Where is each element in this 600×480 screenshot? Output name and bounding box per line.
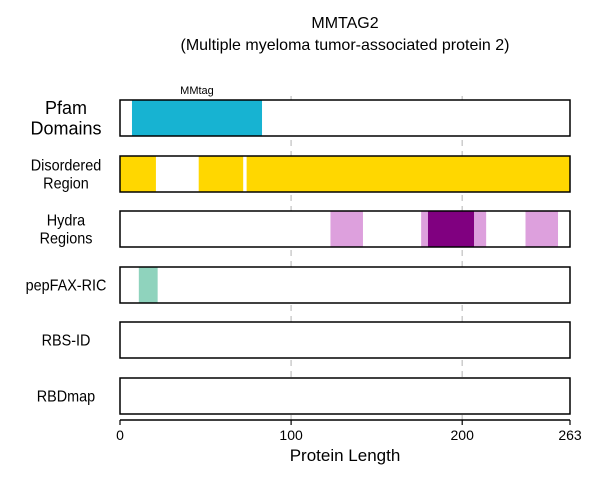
feature-bar	[330, 211, 363, 247]
track-label: Hydra	[47, 212, 86, 230]
track-border	[119, 155, 571, 193]
track-border	[119, 321, 571, 359]
track-background	[120, 267, 570, 303]
x-tick-label: 100	[279, 427, 303, 443]
feature-bar	[246, 156, 570, 192]
track-label: Regions	[40, 230, 93, 248]
feature-bar	[427, 211, 475, 247]
track-border	[119, 99, 571, 137]
x-tick-label: 200	[451, 427, 475, 443]
track-label: Pfam	[45, 98, 87, 118]
x-axis-label: Protein Length	[290, 446, 401, 465]
feature-bar	[421, 211, 428, 247]
track-label: Domains	[30, 118, 101, 138]
track-label: Region	[43, 175, 89, 193]
track-label: RBS-ID	[42, 332, 91, 350]
feature-bar	[474, 211, 487, 247]
feature-label: MMtag	[180, 85, 214, 97]
chart-title: MMTAG2	[311, 15, 378, 32]
track-label: RBDmap	[37, 388, 95, 406]
feature-bar	[198, 156, 244, 192]
x-tick-label: 0	[116, 427, 124, 443]
track-label: Disordered	[31, 157, 101, 175]
chart-subtitle: (Multiple myeloma tumor-associated prote…	[180, 37, 509, 54]
track-border	[119, 210, 571, 248]
track-border	[119, 377, 571, 415]
feature-bar	[525, 211, 559, 247]
track: RBDmap	[37, 377, 571, 415]
x-axis: 0 100 200 263	[116, 419, 582, 443]
tracks: MMtagPfamDomainsDisorderedRegionHydraReg…	[26, 85, 571, 415]
track-border	[119, 266, 571, 304]
gridlines	[290, 96, 463, 420]
track: pepFAX-RIC	[26, 266, 571, 304]
track-background	[120, 378, 570, 414]
feature-bar	[131, 100, 263, 136]
track-label: pepFAX-RIC	[26, 277, 107, 295]
track-background	[120, 322, 570, 358]
x-tick-label: 263	[558, 427, 582, 443]
feature-bar	[138, 267, 158, 303]
feature-bar	[120, 156, 156, 192]
track: RBS-ID	[42, 321, 571, 359]
